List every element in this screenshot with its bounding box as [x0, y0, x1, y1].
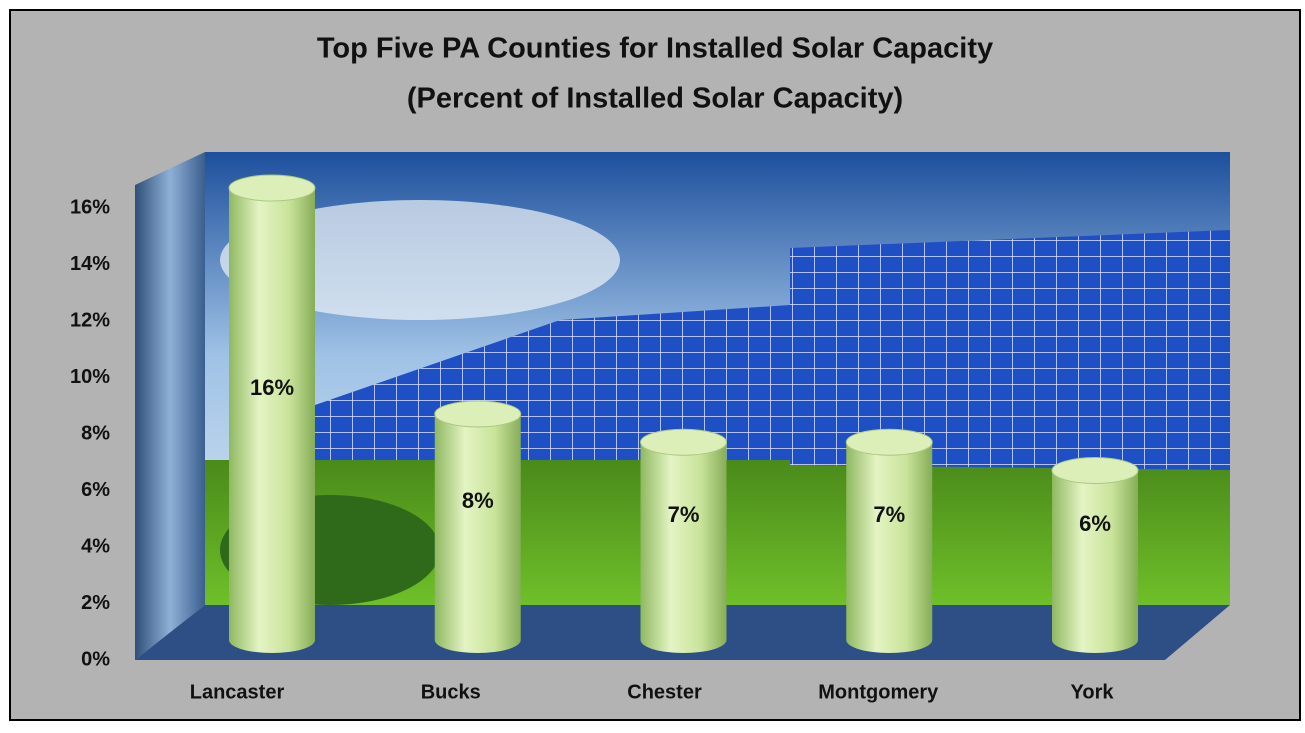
y-tick-label: 12% [70, 309, 110, 331]
y-tick-label: 0% [81, 648, 110, 670]
y-tick-label: 6% [81, 479, 110, 501]
cylinder [641, 442, 727, 653]
cylinder-top [1052, 458, 1138, 484]
cylinder [846, 442, 932, 653]
chart: Top Five PA Counties for Installed Solar… [0, 0, 1305, 728]
y-tick-label: 4% [81, 535, 110, 557]
y-tick-label: 10% [70, 366, 110, 388]
page: Top Five PA Counties for Installed Solar… [0, 0, 1305, 728]
x-tick-label: Chester [627, 681, 702, 703]
y-tick-label: 14% [70, 253, 110, 275]
y-tick-label: 2% [81, 592, 110, 614]
chart-title: Top Five PA Counties for Installed Solar… [317, 33, 993, 65]
cylinder-top [435, 401, 521, 427]
x-tick-label: Montgomery [818, 681, 939, 703]
x-tick-label: York [1071, 681, 1115, 703]
cylinder [229, 188, 315, 653]
y-tick-label: 8% [81, 422, 110, 444]
x-tick-label: Lancaster [190, 681, 285, 703]
cylinder [435, 414, 521, 653]
value-label: 16% [250, 375, 294, 400]
value-label: 7% [873, 502, 905, 527]
value-label: 6% [1079, 511, 1111, 536]
chart-subtitle: (Percent of Installed Solar Capacity) [407, 83, 903, 115]
cylinder-top [846, 429, 932, 455]
cylinder-top [229, 175, 315, 201]
cylinder [1052, 471, 1138, 654]
value-label: 7% [668, 502, 700, 527]
side-wall [135, 152, 205, 660]
cylinder-top [641, 429, 727, 455]
value-label: 8% [462, 488, 494, 513]
x-tick-label: Bucks [421, 681, 481, 703]
y-tick-label: 16% [70, 196, 110, 218]
